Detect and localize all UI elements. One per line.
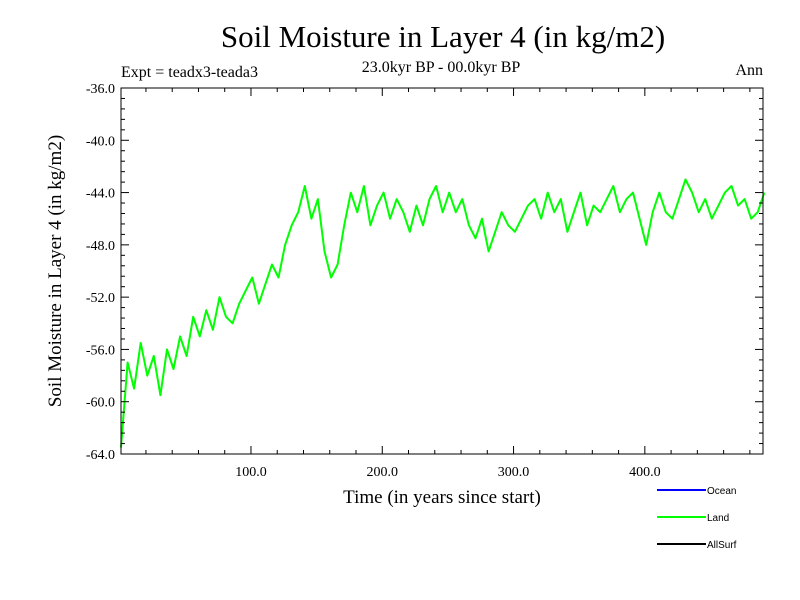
y-tick-label: -40.0 bbox=[86, 134, 115, 149]
x-tick-label: 400.0 bbox=[629, 465, 661, 480]
chart-title: Soil Moisture in Layer 4 (in kg/m2) bbox=[221, 19, 665, 54]
y-tick-label: -36.0 bbox=[86, 82, 115, 97]
x-tick-label: 300.0 bbox=[498, 465, 530, 480]
y-tick-label: -56.0 bbox=[86, 343, 115, 358]
chart-subtitle: 23.0kyr BP - 00.0kyr BP bbox=[362, 59, 521, 76]
legend-label-land: Land bbox=[707, 513, 729, 524]
series-line-land bbox=[120, 178, 766, 448]
y-tick-label: -60.0 bbox=[86, 396, 115, 411]
y-tick-label: -64.0 bbox=[86, 448, 115, 463]
x-tick-label: 200.0 bbox=[367, 465, 399, 480]
season-label: Ann bbox=[735, 62, 763, 79]
x-tick-label: 100.0 bbox=[235, 465, 267, 480]
x-axis-label: Time (in years since start) bbox=[343, 487, 541, 508]
y-tick-label: -48.0 bbox=[86, 239, 115, 254]
y-tick-label: -44.0 bbox=[86, 187, 115, 202]
y-tick-label: -52.0 bbox=[86, 291, 115, 306]
experiment-label: Expt = teadx3-teada3 bbox=[121, 64, 258, 81]
plot-frame bbox=[120, 87, 764, 455]
legend-label-allsurf: AllSurf bbox=[707, 540, 737, 551]
y-axis-label: Soil Moisture in Layer 4 (in kg/m2) bbox=[45, 135, 66, 407]
legend-label-ocean: Ocean bbox=[707, 486, 736, 497]
legend: Ocean Land AllSurf bbox=[657, 486, 737, 551]
